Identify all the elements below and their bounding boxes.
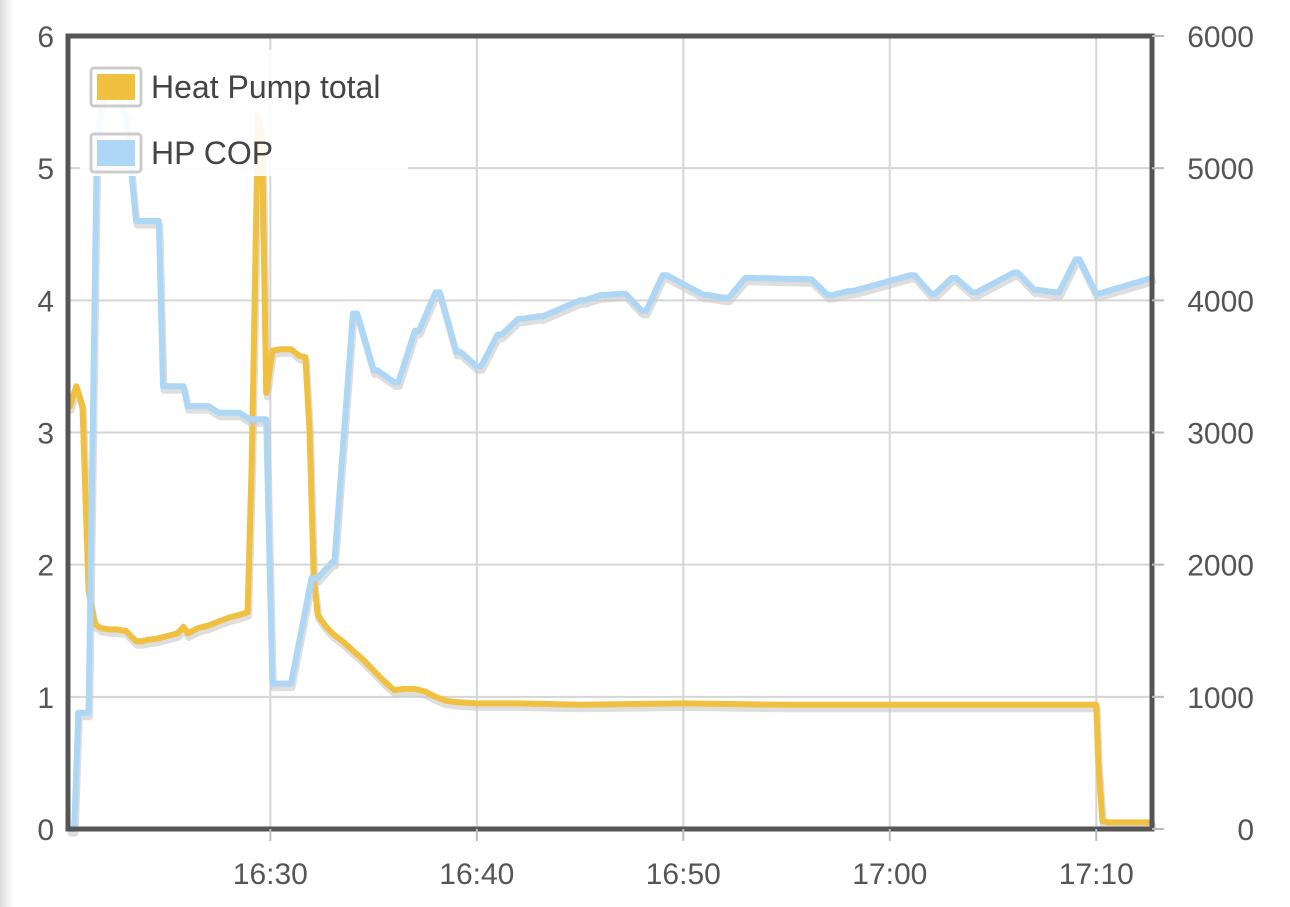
y-left-tick-label: 6 [37,21,54,54]
x-tick-label: 16:50 [646,858,721,891]
x-tick-label: 17:00 [852,858,927,891]
legend-swatch-border [89,132,143,174]
legend-swatch [97,140,135,166]
x-axis: 16:30 16:40 16:50 17:00 17:10 [233,829,1134,891]
legend-swatch-border [89,66,143,108]
y-right-tick-label: 2000 [1187,550,1254,583]
series-shadow-1 [67,76,1157,837]
y-left-tick-label: 5 [37,153,54,186]
y-axis-right: 0 1000 2000 3000 4000 5000 6000 [1152,21,1254,847]
y-left-tick-label: 3 [37,418,54,451]
y-right-tick-label: 1000 [1187,682,1254,715]
heat-pump-total-line [67,112,1155,826]
y-left-tick-label: 4 [37,285,54,318]
y-left-tick-label: 2 [37,550,54,583]
x-tick-label: 17:10 [1059,858,1134,891]
legend-label: Heat Pump total [151,69,380,105]
page-left-edge [0,0,14,907]
y-left-tick-label: 0 [37,814,54,847]
series-shadow-0 [67,115,1157,830]
legend-swatch [97,74,135,100]
legend[interactable]: Heat Pump total HP COP [80,50,408,176]
y-right-tick-label: 3000 [1187,418,1254,451]
x-tick-label: 16:30 [233,858,308,891]
legend-item-hp-cop[interactable]: HP COP [89,132,273,174]
y-right-tick-label: 0 [1237,814,1254,847]
y-left-tick-label: 1 [37,682,54,715]
series-lines [67,72,1157,837]
y-right-tick-label: 6000 [1187,21,1254,54]
legend-label: HP COP [151,135,273,171]
y-right-tick-label: 5000 [1187,153,1254,186]
legend-item-heat-pump-total[interactable]: Heat Pump total [89,66,380,108]
y-axis-left: 0 1 2 3 4 5 6 [37,21,54,847]
hp-cop-line [67,72,1155,832]
x-tick-label: 16:40 [439,858,514,891]
y-right-tick-label: 4000 [1187,285,1254,318]
